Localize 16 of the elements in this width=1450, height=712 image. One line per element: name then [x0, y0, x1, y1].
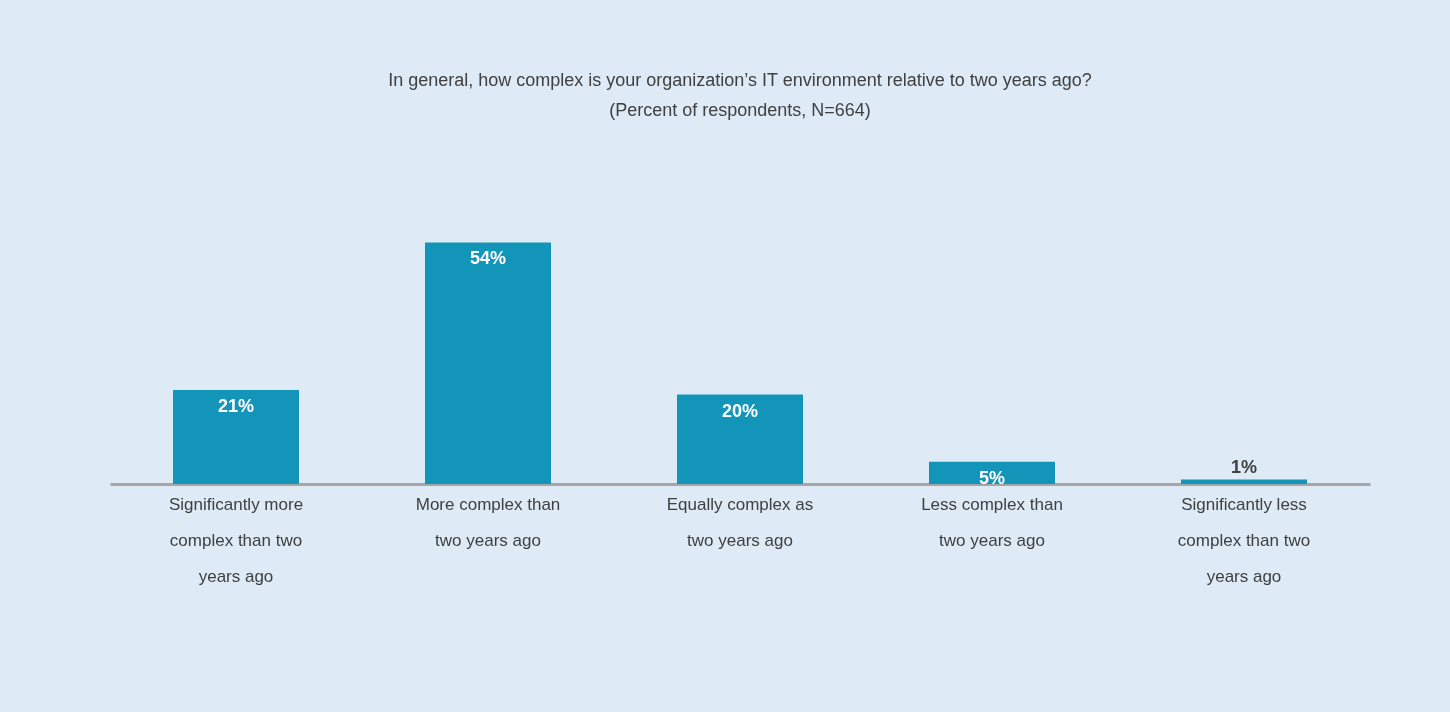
x-tick-label: Significantly less complex than two years ago	[1177, 494, 1311, 586]
data-label: 21%	[217, 396, 255, 417]
x-tick-label: Significantly more complex than two years ago	[168, 494, 304, 586]
chart-title: In general, how complex is your organization’s IT environment relative to two years ago?	[388, 70, 1092, 90]
bar	[173, 390, 299, 484]
data-label: 54%	[469, 248, 507, 269]
bar	[677, 394, 803, 484]
x-tick-label: More complex than two years ago	[415, 494, 561, 550]
bar	[425, 242, 551, 484]
x-tick-label: Less complex than two years ago	[921, 494, 1063, 550]
bar	[929, 461, 1055, 484]
data-label: 5%	[978, 467, 1006, 488]
chart-subtitle: (Percent of respondents, N=664)	[609, 100, 871, 120]
data-label: 1%	[1230, 456, 1258, 477]
x-tick-label: Equally complex as two years ago	[666, 494, 814, 550]
data-label: 20%	[721, 400, 759, 421]
